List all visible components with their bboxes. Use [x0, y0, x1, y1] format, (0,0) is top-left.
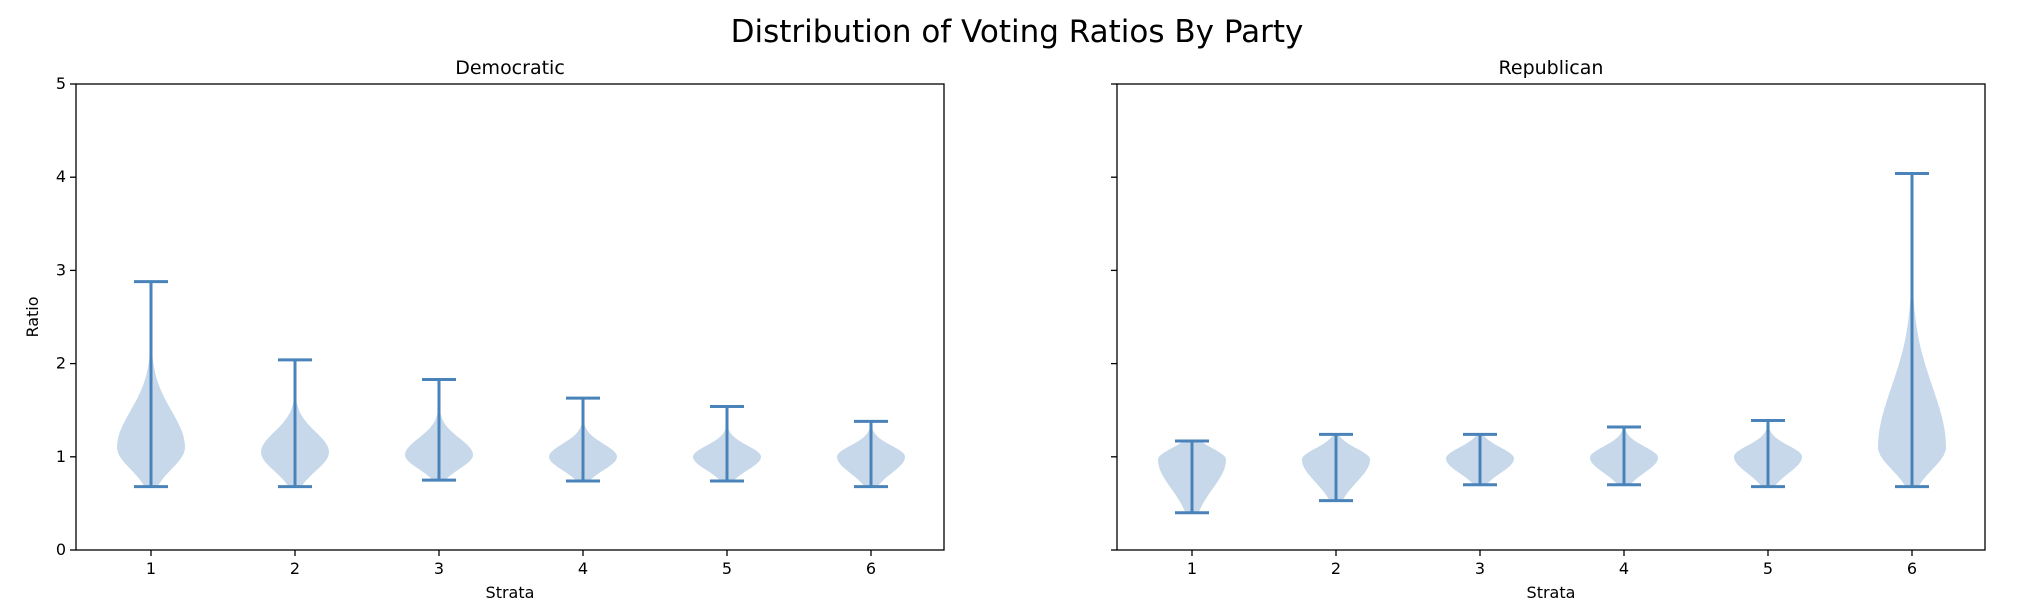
y-tick-label: 0	[56, 540, 66, 559]
x-tick-label: 2	[1331, 559, 1341, 578]
y-tick-label: 1	[56, 447, 66, 466]
violin-strata-2	[261, 358, 329, 489]
axes-frame	[75, 83, 945, 551]
violin-strata-2	[1302, 432, 1370, 503]
y-tick-label: 3	[56, 260, 66, 279]
x-tick-label: 3	[1475, 559, 1485, 578]
x-tick-label: 5	[1763, 559, 1773, 578]
violin-strata-1	[117, 280, 185, 489]
y-tick-label: 4	[56, 167, 66, 186]
violin-strata-5	[1734, 418, 1802, 489]
y-tick-label: 5	[56, 74, 66, 93]
x-axis-label: Strata	[486, 583, 535, 602]
violin-strata-6	[837, 419, 905, 489]
panel-title: Democratic	[455, 57, 565, 79]
x-axis-label: Strata	[1527, 583, 1576, 602]
panel-democratic: Democratic 0 1 2 3 4 5 1 2 3 4 5 6 Strata Ratio	[23, 57, 945, 602]
violin-strata-1	[1158, 439, 1226, 515]
x-tick-label: 2	[290, 559, 300, 578]
violin-strata-5	[693, 404, 761, 483]
panel-republican: Republican 1 2 3 4 5 6 Strata	[1111, 57, 1986, 602]
figure-title: Distribution of Voting Ratios By Party	[730, 14, 1304, 50]
x-tick-label: 5	[722, 559, 732, 578]
violin-strata-3	[1446, 432, 1514, 487]
x-tick-label: 3	[434, 559, 444, 578]
x-tick-label: 6	[866, 559, 876, 578]
x-tick-label: 6	[1907, 559, 1917, 578]
panel-title: Republican	[1499, 57, 1604, 79]
x-tick-label: 4	[578, 559, 588, 578]
x-tick-label: 4	[1619, 559, 1629, 578]
violin-strata-6	[1878, 171, 1946, 489]
violin-strata-3	[405, 377, 473, 482]
axes-frame	[1116, 83, 1986, 551]
violin-strata-4	[1590, 425, 1658, 487]
y-tick-label: 2	[56, 354, 66, 373]
y-axis-label: Ratio	[23, 296, 42, 337]
x-tick-label: 1	[146, 559, 156, 578]
x-tick-label: 1	[1187, 559, 1197, 578]
violin-strata-4	[549, 396, 617, 483]
